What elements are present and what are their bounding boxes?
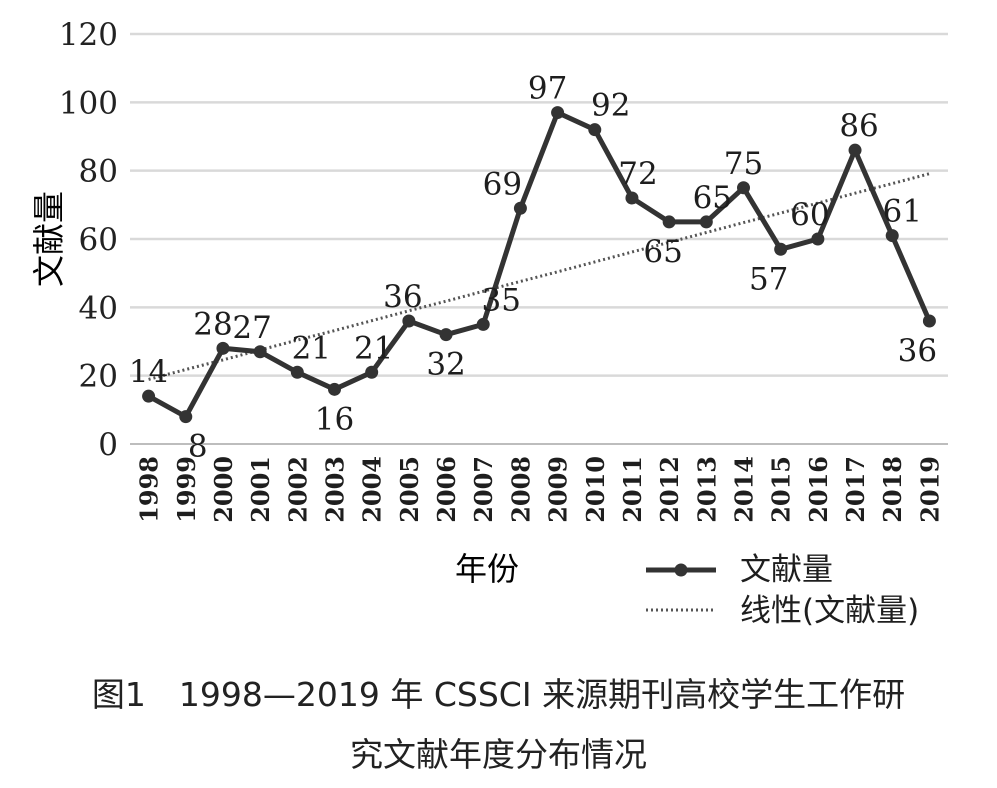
data-label-1999: 8 xyxy=(188,429,208,465)
x-tick-label: 2008 xyxy=(506,456,535,523)
y-axis-label: 文献量 xyxy=(30,191,68,287)
data-point-2015 xyxy=(774,242,788,256)
data-point-2000 xyxy=(216,341,230,355)
data-point-2014 xyxy=(737,181,750,195)
x-tick-label: 2002 xyxy=(283,456,312,523)
figure-caption-line1: 图1 1998—2019 年 CSSCI 来源期刊高校学生工作研 xyxy=(91,675,906,714)
data-label-2011: 72 xyxy=(618,156,657,192)
legend: 文献量 线性(文献量) xyxy=(646,552,919,629)
data-point-2012 xyxy=(662,215,676,229)
data-point-2007 xyxy=(476,317,490,331)
data-point-2009 xyxy=(551,106,565,120)
data-point-2013 xyxy=(699,215,713,229)
y-axis-tick-labels: 0 20 40 60 80 100 120 xyxy=(59,17,118,463)
y-tick-label: 60 xyxy=(79,222,118,258)
data-label-2017: 86 xyxy=(839,108,878,144)
x-tick-label: 2019 xyxy=(915,456,944,523)
x-tick-label: 2003 xyxy=(321,456,350,523)
x-tick-label: 2018 xyxy=(878,456,907,523)
x-tick-label: 2000 xyxy=(209,456,238,523)
data-label-2009: 97 xyxy=(528,71,567,107)
data-label-2018: 61 xyxy=(883,194,922,230)
x-tick-label: 2010 xyxy=(581,456,610,523)
data-point-2011 xyxy=(625,191,639,205)
data-point-2003 xyxy=(328,382,341,396)
x-axis-tick-labels: 1998 1999 2000 2001 2002 2003 2004 2005 2006 2007… xyxy=(135,456,945,523)
y-tick-label: 0 xyxy=(98,427,118,463)
x-tick-label: 2001 xyxy=(246,456,275,523)
x-tick-label: 2016 xyxy=(804,456,833,523)
data-label-2003: 16 xyxy=(315,401,354,437)
data-label-2005: 36 xyxy=(383,279,422,315)
data-label-2015: 57 xyxy=(749,261,788,297)
data-label-2002: 21 xyxy=(292,330,331,366)
data-label-2012: 65 xyxy=(643,234,682,270)
data-point-2006 xyxy=(439,328,453,342)
x-tick-label: 2007 xyxy=(469,456,498,523)
data-label-2016: 60 xyxy=(790,197,829,233)
x-axis-label: 年份 xyxy=(455,550,519,588)
figure-caption-line2: 究文献年度分布情况 xyxy=(350,735,647,774)
data-point-2008 xyxy=(513,201,527,215)
legend-label-series: 文献量 xyxy=(740,552,833,588)
data-point-1999 xyxy=(179,410,193,424)
data-point-2018 xyxy=(885,229,899,243)
data-label-2013: 65 xyxy=(693,180,732,216)
x-tick-label: 2012 xyxy=(655,456,684,523)
data-points xyxy=(142,106,936,424)
data-label-2008: 69 xyxy=(483,166,522,202)
x-tick-label: 2006 xyxy=(432,456,461,523)
data-label-2010: 92 xyxy=(591,88,630,124)
data-label-2007: 35 xyxy=(482,282,521,318)
y-tick-label: 40 xyxy=(79,290,118,326)
line-chart: 0 20 40 60 80 100 120 1998 1999 2000 2001 2002 2003… xyxy=(30,17,948,629)
data-point-2017 xyxy=(848,143,862,157)
data-point-2010 xyxy=(588,123,602,137)
data-point-2016 xyxy=(811,232,825,246)
y-tick-label: 120 xyxy=(59,17,118,53)
x-tick-label: 2015 xyxy=(767,456,796,523)
data-label-2019: 36 xyxy=(898,333,937,369)
data-point-1998 xyxy=(142,389,156,403)
y-tick-label: 80 xyxy=(79,154,118,190)
data-label-2001: 27 xyxy=(232,310,271,346)
x-tick-label: 2004 xyxy=(358,456,387,523)
data-label-2004: 21 xyxy=(354,330,393,366)
data-point-2002 xyxy=(290,365,304,379)
legend-label-trendline: 线性(文献量) xyxy=(740,593,919,629)
data-label-2006: 32 xyxy=(426,347,465,383)
data-label-1998: 14 xyxy=(129,354,168,390)
x-tick-label: 2011 xyxy=(618,456,647,523)
data-point-2004 xyxy=(365,365,379,379)
data-point-2019 xyxy=(922,314,936,328)
x-tick-label: 2017 xyxy=(841,456,870,523)
data-label-2014: 75 xyxy=(724,146,763,182)
x-tick-label: 2009 xyxy=(544,456,573,523)
y-tick-label: 20 xyxy=(79,359,118,395)
data-point-2001 xyxy=(253,345,267,359)
data-point-2005 xyxy=(402,314,416,328)
series-line-literature-count xyxy=(147,110,932,420)
data-label-2000: 28 xyxy=(193,306,232,342)
grid-lines xyxy=(130,32,948,377)
x-tick-label: 2005 xyxy=(395,456,424,523)
x-tick-label: 2014 xyxy=(730,456,759,523)
x-tick-label: 1999 xyxy=(172,456,201,523)
x-tick-label: 1998 xyxy=(135,456,164,523)
x-tick-label: 2013 xyxy=(692,456,721,523)
legend-marker-series xyxy=(674,563,688,577)
y-tick-label: 100 xyxy=(59,85,118,121)
